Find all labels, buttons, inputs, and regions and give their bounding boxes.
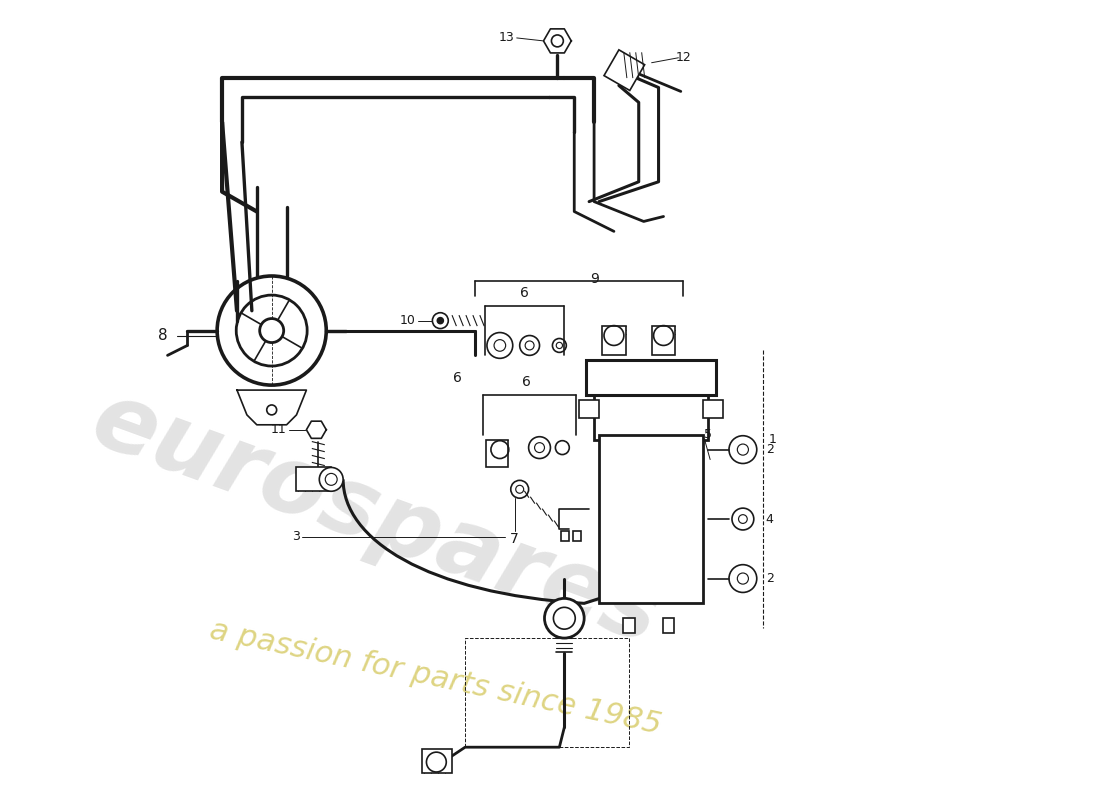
Bar xyxy=(594,390,708,440)
Text: 13: 13 xyxy=(499,31,515,45)
Text: 6: 6 xyxy=(522,375,531,389)
Bar xyxy=(486,440,508,467)
Bar xyxy=(600,434,703,603)
Circle shape xyxy=(427,752,447,772)
Text: 6: 6 xyxy=(520,286,529,300)
Text: 5: 5 xyxy=(704,428,712,442)
Bar xyxy=(561,531,570,541)
Text: 6: 6 xyxy=(453,371,462,385)
Text: 2: 2 xyxy=(766,443,773,456)
Polygon shape xyxy=(543,29,571,53)
Text: 1: 1 xyxy=(769,433,777,446)
Bar xyxy=(297,467,331,491)
Bar xyxy=(580,400,600,418)
Bar xyxy=(651,326,675,355)
Bar xyxy=(422,749,452,773)
Text: 8: 8 xyxy=(157,328,167,343)
Text: 7: 7 xyxy=(510,532,519,546)
Circle shape xyxy=(438,318,443,324)
Text: 2: 2 xyxy=(766,572,773,585)
Text: 11: 11 xyxy=(271,423,287,436)
Bar xyxy=(623,618,635,633)
Text: 12: 12 xyxy=(675,51,691,64)
Circle shape xyxy=(516,486,524,494)
Bar xyxy=(662,618,674,633)
Bar xyxy=(602,326,626,355)
Polygon shape xyxy=(307,421,327,438)
Bar xyxy=(703,400,723,418)
Circle shape xyxy=(260,318,284,342)
Circle shape xyxy=(544,598,584,638)
Circle shape xyxy=(319,467,343,491)
Text: eurospares: eurospares xyxy=(79,374,672,665)
Bar xyxy=(573,531,581,541)
Text: 4: 4 xyxy=(766,513,773,526)
Polygon shape xyxy=(236,390,307,425)
Text: 3: 3 xyxy=(293,530,300,543)
Bar xyxy=(604,50,645,90)
Text: a passion for parts since 1985: a passion for parts since 1985 xyxy=(207,616,663,740)
Bar xyxy=(586,360,716,395)
Text: 10: 10 xyxy=(399,314,416,327)
Text: 9: 9 xyxy=(590,272,598,286)
